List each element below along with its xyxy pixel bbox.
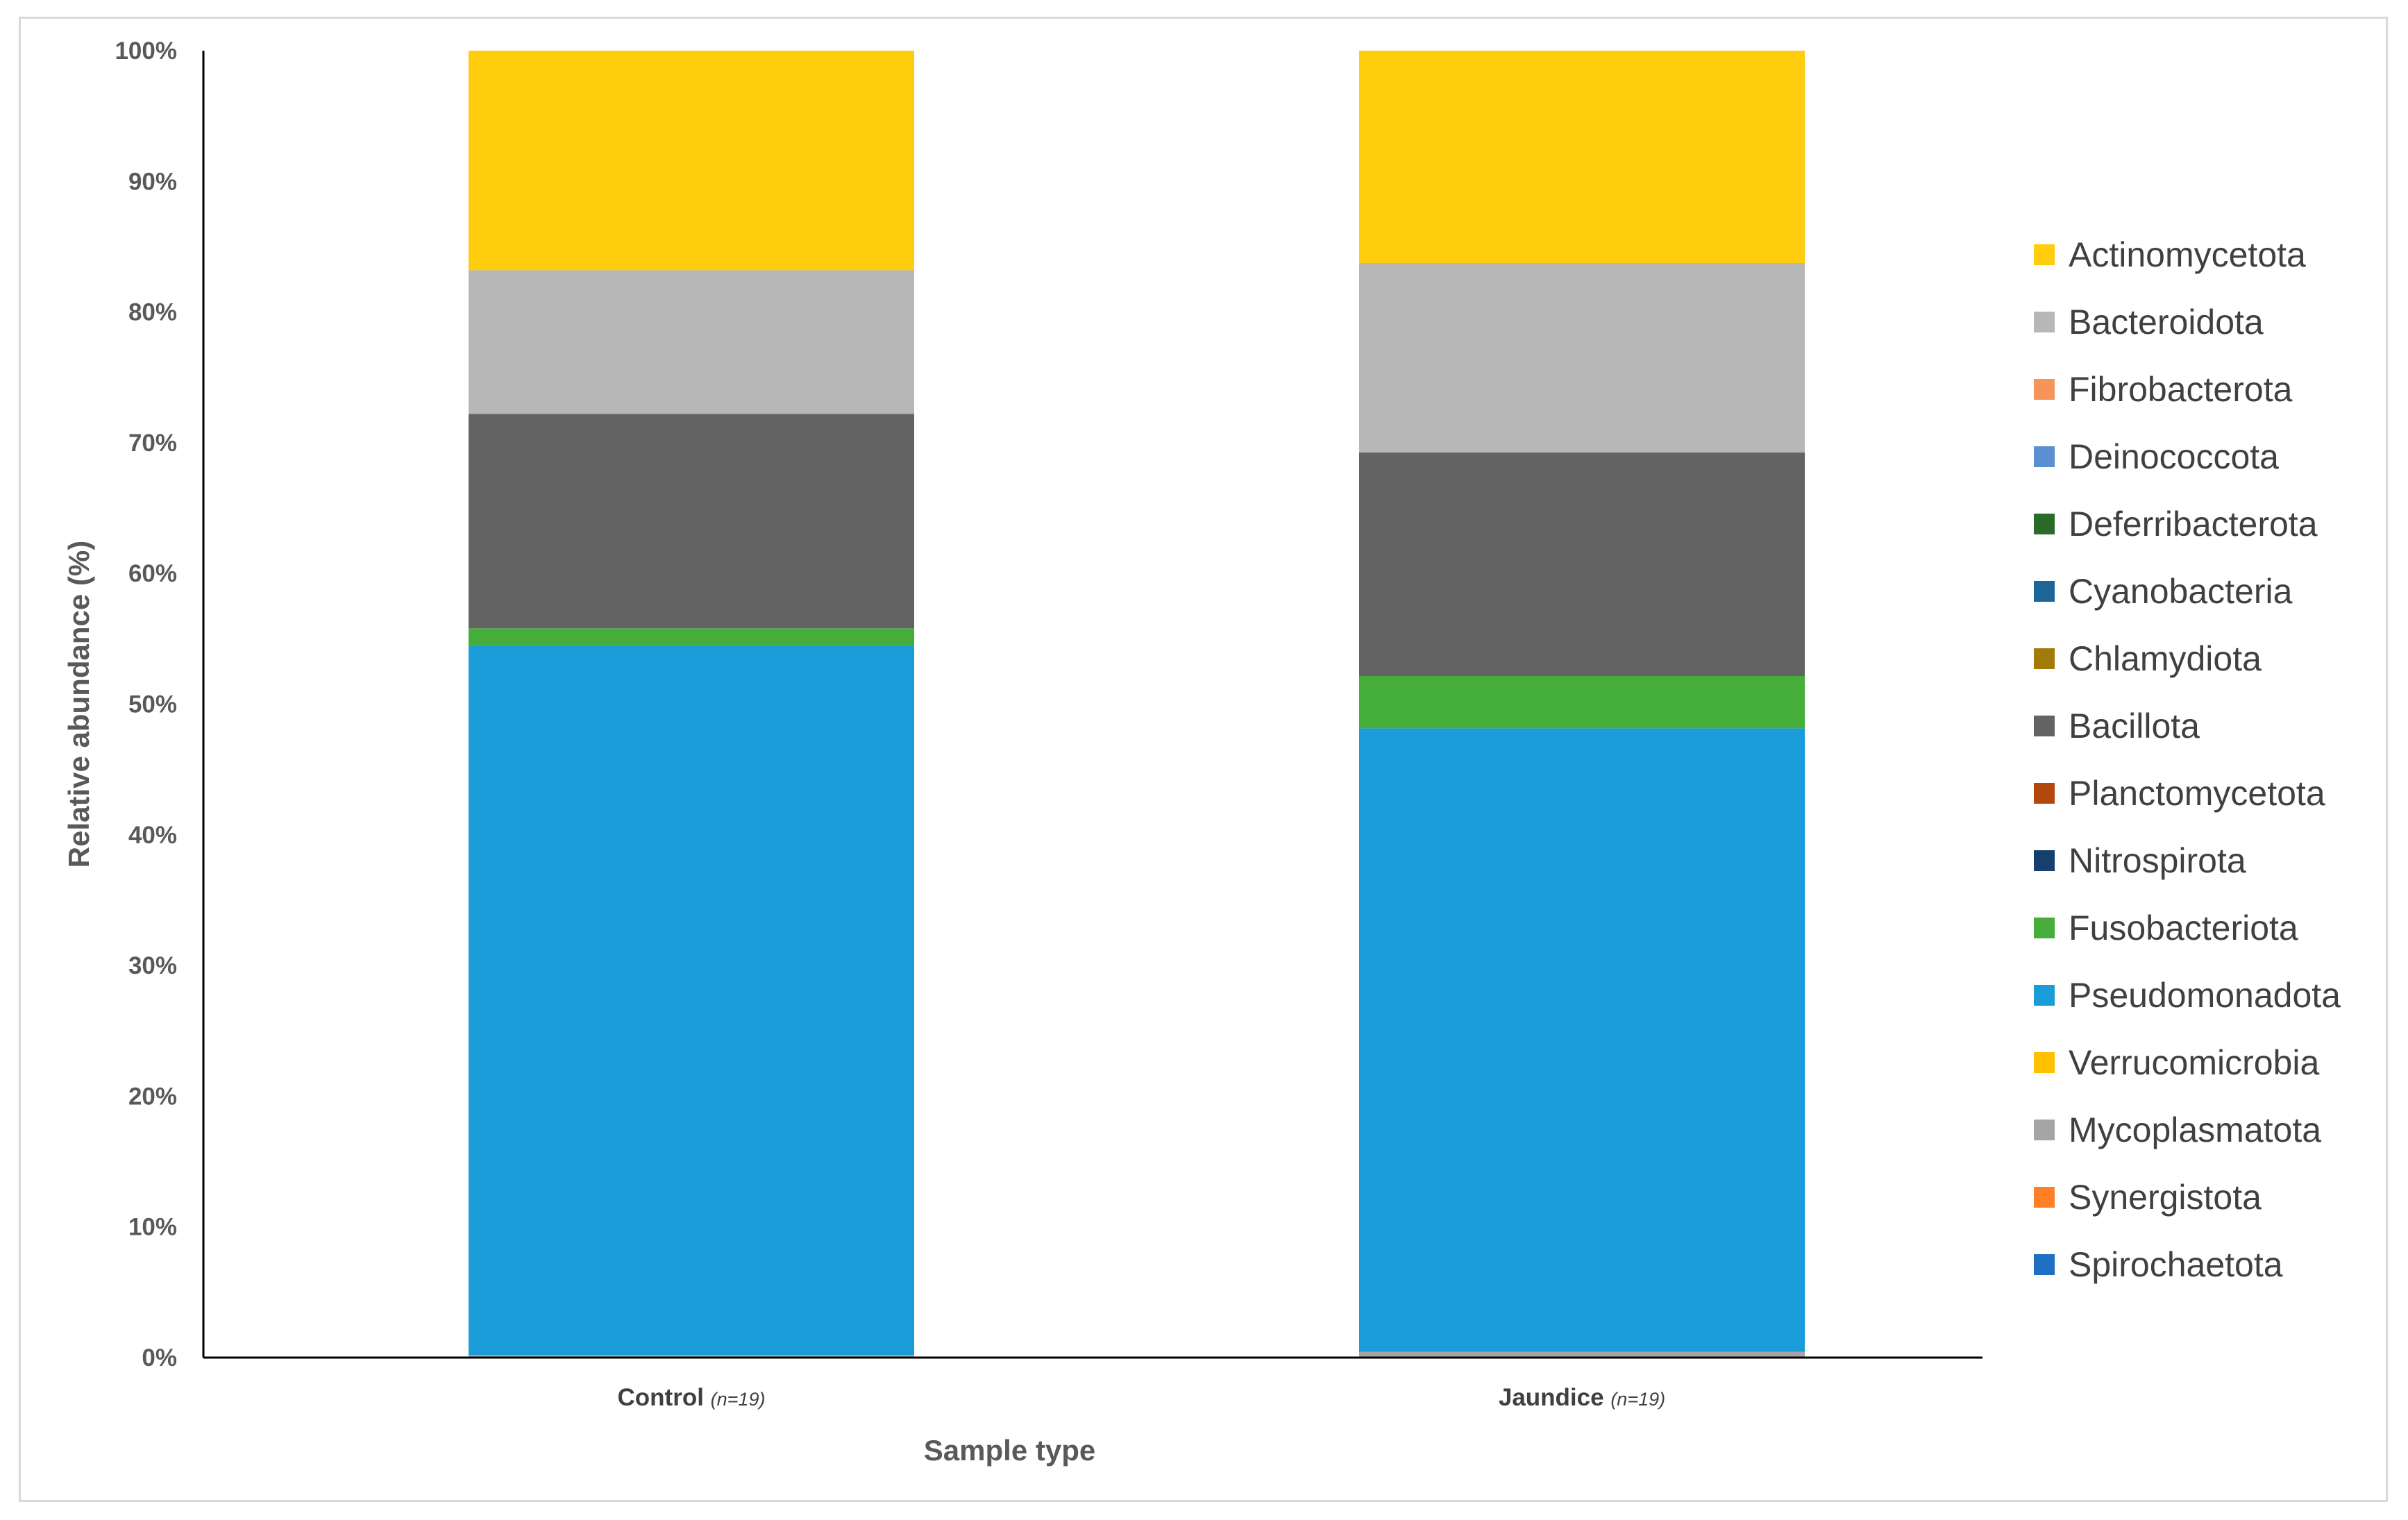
y-tick-label: 60% (128, 560, 177, 587)
legend-label: Actinomycetota (2069, 235, 2306, 274)
x-category-label: Control (n=19) (618, 1384, 766, 1411)
x-category-labels: Control (n=19) Jaundice (n=19) (618, 1384, 1666, 1411)
bar-segment-pseudomonadota (1359, 728, 1805, 1352)
y-tick-label: 10% (128, 1214, 177, 1241)
legend-label: Bacteroidota (2069, 303, 2264, 341)
legend-swatch (2034, 985, 2055, 1006)
y-axis-title: Relative abundance (%) (62, 541, 95, 868)
legend-item: Spirochaetota (2034, 1245, 2283, 1284)
legend-swatch (2034, 1187, 2055, 1208)
y-tick-label: 50% (128, 691, 177, 718)
bar-segment-bacillota (469, 414, 914, 629)
legend-swatch (2034, 783, 2055, 804)
legend-item: Fibrobacterota (2034, 370, 2293, 409)
legend-swatch (2034, 581, 2055, 602)
legend-item: Pseudomonadota (2034, 976, 2341, 1015)
legend-item: Deinococcota (2034, 437, 2279, 476)
legend-item: Cyanobacteria (2034, 572, 2293, 611)
legend-label: Deinococcota (2069, 437, 2279, 476)
x-category-label: Jaundice (n=19) (1499, 1384, 1665, 1411)
y-tick-labels: 0% 10% 20% 30% 40% 50% 60% 70% 80% 90% 100% (115, 37, 177, 1371)
legend-item: Chlamydiota (2034, 639, 2262, 678)
legend-label: Planctomycetota (2069, 774, 2325, 813)
legend-item: Planctomycetota (2034, 774, 2325, 813)
legend-swatch (2034, 446, 2055, 467)
legend-label: Mycoplasmatota (2069, 1111, 2321, 1149)
legend-item: Deferribacterota (2034, 505, 2318, 543)
legend-swatch (2034, 1120, 2055, 1140)
category-name: Jaundice (1499, 1384, 1610, 1411)
legend-label: Spirochaetota (2069, 1245, 2283, 1284)
legend-item: Verrucomicrobia (2034, 1043, 2319, 1082)
legend-label: Bacillota (2069, 707, 2200, 745)
axes-group (202, 51, 1982, 1359)
category-name: Control (618, 1384, 711, 1411)
y-tick-label: 90% (128, 168, 177, 195)
bar-segment-mycoplasmatota (469, 1355, 914, 1358)
bar-stack-control (469, 51, 914, 1358)
bar-segment-bacteroidota (1359, 262, 1805, 453)
legend-swatch (2034, 514, 2055, 534)
legend-item: Nitrospirota (2034, 841, 2246, 880)
y-tick-label: 40% (128, 822, 177, 849)
x-axis-title: Sample type (924, 1434, 1095, 1467)
legend-swatch (2034, 648, 2055, 669)
bar-segment-fusobacteriota (469, 628, 914, 645)
legend-swatch (2034, 1052, 2055, 1073)
legend-swatch (2034, 379, 2055, 400)
bar-segment-actinomycetota (1359, 51, 1805, 263)
legend-item: Bacillota (2034, 707, 2200, 745)
y-tick-label: 30% (128, 952, 177, 979)
bar-segment-bacteroidota (469, 270, 914, 414)
legend-label: Fibrobacterota (2069, 370, 2293, 409)
bar-stack-jaundice (1359, 51, 1805, 1358)
legend-swatch (2034, 312, 2055, 332)
legend-label: Fusobacteriota (2069, 909, 2298, 947)
legend-item: Synergistota (2034, 1178, 2262, 1217)
legend-label: Deferribacterota (2069, 505, 2318, 543)
category-sample-size: (n=19) (711, 1389, 766, 1410)
legend-item: Bacteroidota (2034, 303, 2264, 341)
y-tick-label: 20% (128, 1083, 177, 1110)
y-tick-label: 0% (142, 1344, 177, 1371)
legend-label: Cyanobacteria (2069, 572, 2293, 611)
bar-segment-fusobacteriota (1359, 676, 1805, 729)
bars-group (469, 51, 1805, 1358)
y-tick-label: 100% (115, 37, 177, 65)
legend-label: Chlamydiota (2069, 639, 2262, 678)
legend: Actinomycetota Bacteroidota Fibrobacterota… (2034, 235, 2341, 1284)
legend-swatch (2034, 918, 2055, 938)
legend-label: Nitrospirota (2069, 841, 2246, 880)
legend-item: Mycoplasmatota (2034, 1111, 2321, 1149)
y-tick-label: 80% (128, 299, 177, 326)
legend-item: Fusobacteriota (2034, 909, 2298, 947)
bar-segment-pseudomonadota (469, 645, 914, 1356)
legend-swatch (2034, 1254, 2055, 1275)
legend-label: Verrucomicrobia (2069, 1043, 2319, 1082)
legend-swatch (2034, 244, 2055, 265)
stacked-bar-chart: 0% 10% 20% 30% 40% 50% 60% 70% 80% 90% 100% Contro… (62, 37, 2341, 1467)
category-sample-size: (n=19) (1610, 1389, 1665, 1410)
legend-item: Actinomycetota (2034, 235, 2306, 274)
chart-frame: 0% 10% 20% 30% 40% 50% 60% 70% 80% 90% 100% Contro… (19, 17, 2388, 1502)
bar-segment-bacillota (1359, 453, 1805, 677)
bar-segment-actinomycetota (469, 51, 914, 271)
legend-swatch (2034, 850, 2055, 871)
y-tick-label: 70% (128, 430, 177, 457)
bar-segment-mycoplasmatota (1359, 1351, 1805, 1358)
legend-label: Synergistota (2069, 1178, 2262, 1217)
legend-label: Pseudomonadota (2069, 976, 2341, 1015)
legend-swatch (2034, 716, 2055, 736)
